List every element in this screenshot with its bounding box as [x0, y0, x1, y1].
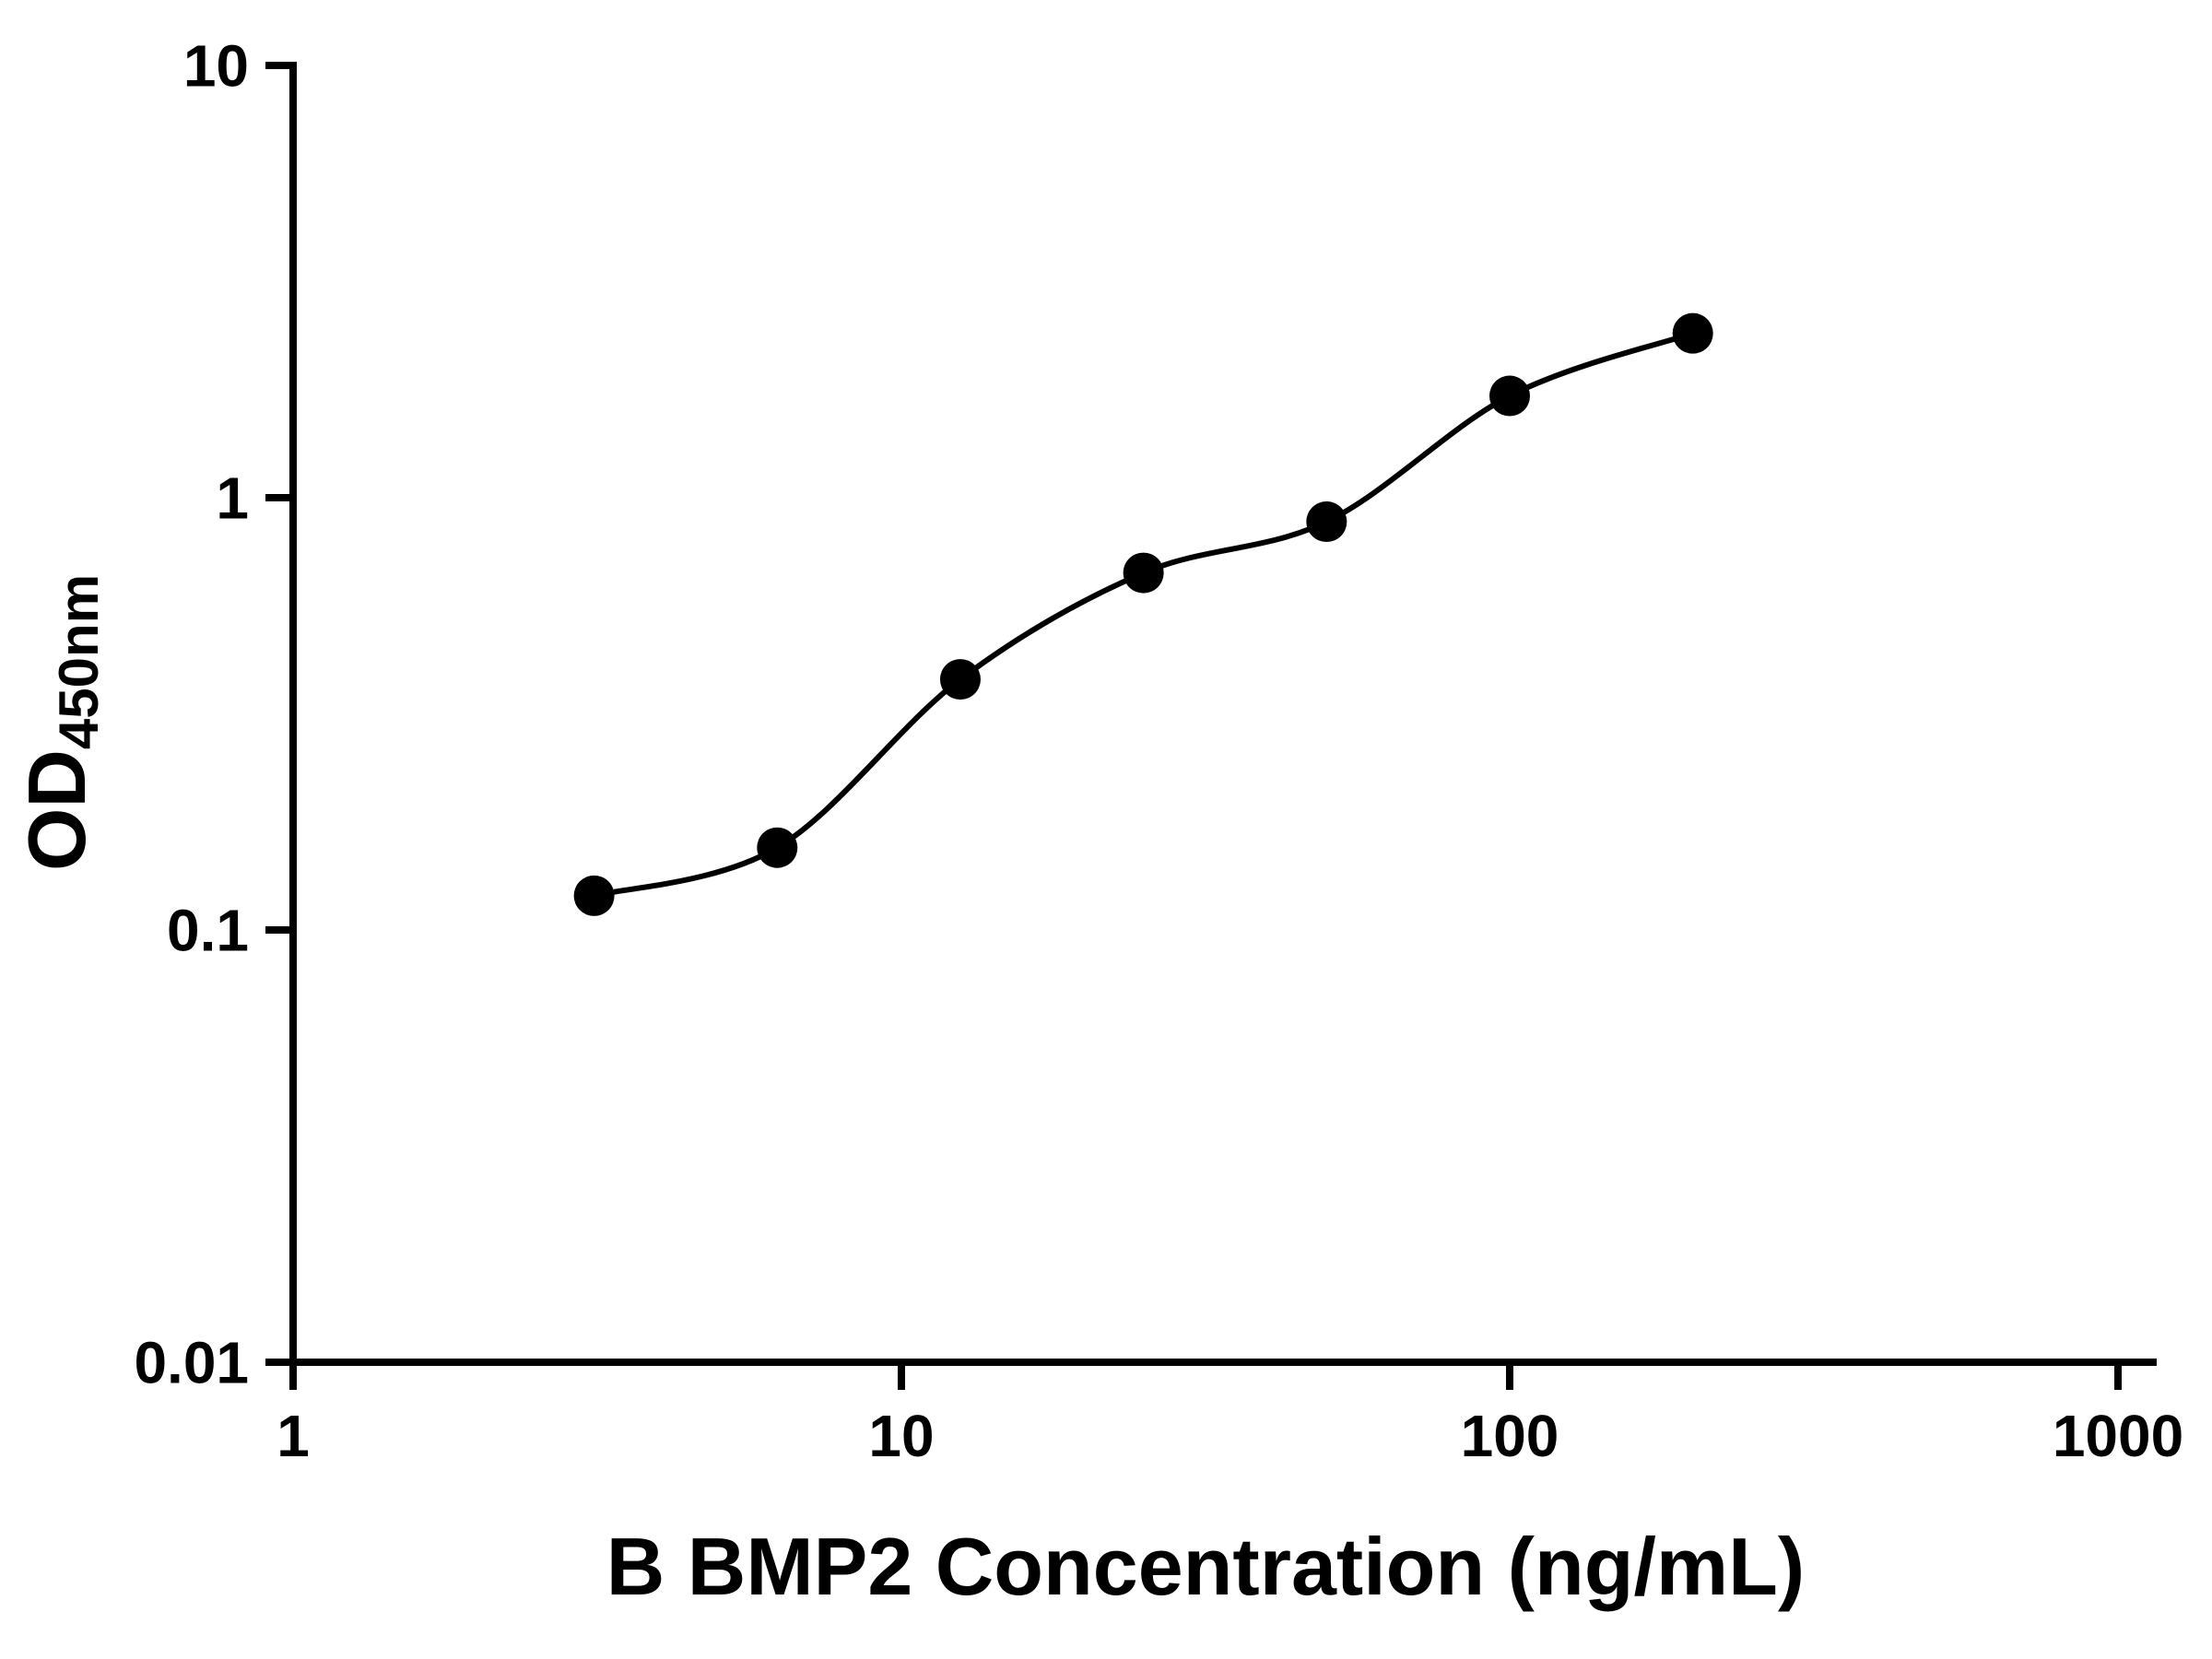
x-axis-title: B BMP2 Concentration (ng/mL) [606, 1521, 1805, 1612]
chart-series-layer [573, 312, 1713, 916]
data-point [573, 875, 615, 916]
data-point [1672, 312, 1713, 354]
y-axis-tick-label: 10 [183, 32, 249, 99]
x-axis-tick-label: 1 [276, 1403, 310, 1469]
x-axis-tick-label: 1000 [2053, 1403, 2183, 1469]
y-axis-tick-label: 0.1 [167, 897, 249, 963]
y-axis-title-main: OD [11, 749, 102, 871]
x-axis-tick-label: 100 [1461, 1403, 1559, 1469]
x-axis-tick-label: 10 [868, 1403, 934, 1469]
data-point [1306, 501, 1347, 543]
data-point [1123, 552, 1164, 594]
y-axis-tick-label: 1 [216, 465, 249, 531]
data-point [939, 659, 981, 700]
chart-labels-layer: B BMP2 Concentration (ng/mL) OD450nm [11, 574, 1805, 1612]
chart-axes-layer: 1 10 100 1000 0.01 0.1 1 10 [134, 32, 2183, 1469]
data-point [757, 827, 798, 868]
fit-curve [593, 330, 1694, 899]
y-axis-title-subscript: 450nm [48, 574, 110, 749]
y-axis-title: OD450nm [11, 574, 110, 871]
data-point [1489, 375, 1530, 417]
y-axis-tick-label: 0.01 [134, 1329, 249, 1395]
